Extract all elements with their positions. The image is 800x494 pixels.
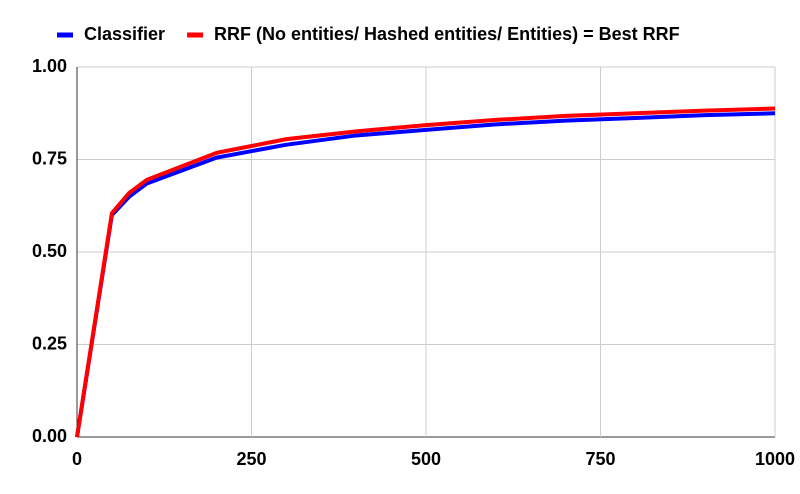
y-tick-label: 0.75 bbox=[32, 148, 67, 168]
y-tick-label: 0.00 bbox=[32, 426, 67, 446]
x-tick-label: 250 bbox=[236, 449, 266, 469]
y-tick-label: 0.50 bbox=[32, 241, 67, 261]
x-tick-label: 750 bbox=[585, 449, 615, 469]
y-tick-label: 0.25 bbox=[32, 333, 67, 353]
data-line bbox=[75, 111, 776, 438]
legend-label: Classifier bbox=[84, 24, 165, 44]
x-tick-label: 0 bbox=[72, 449, 82, 469]
x-tick-label: 1000 bbox=[755, 449, 795, 469]
legend-label: RRF (No entities/ Hashed entities/ Entit… bbox=[214, 24, 680, 44]
data-line bbox=[75, 106, 776, 438]
x-tick-label: 500 bbox=[411, 449, 441, 469]
y-tick-label: 1.00 bbox=[32, 56, 67, 76]
